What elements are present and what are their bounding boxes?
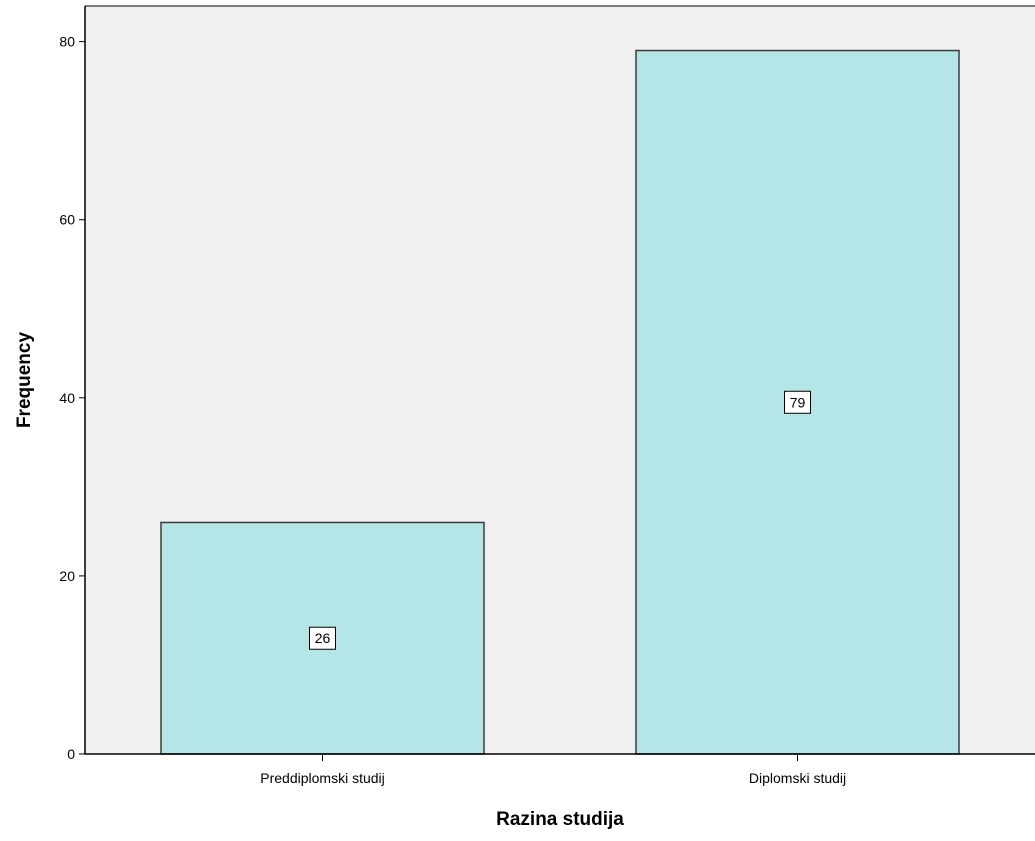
data-labels-layer: 26 79 bbox=[309, 390, 811, 650]
data-label: 79 bbox=[790, 394, 806, 410]
y-tick-label: 20 bbox=[59, 568, 75, 584]
y-tick-label: 60 bbox=[59, 212, 75, 228]
x-ticks-layer: Preddiplomski studij Diplomski studij bbox=[260, 754, 846, 786]
x-tick-label: Diplomski studij bbox=[749, 770, 846, 786]
x-axis-title: Razina studija bbox=[496, 809, 624, 830]
y-tick-label: 0 bbox=[67, 746, 75, 762]
y-ticks-layer: 0 20 40 60 80 bbox=[59, 34, 85, 762]
x-tick-label: Preddiplomski studij bbox=[260, 770, 385, 786]
y-axis-title: Frequency bbox=[14, 332, 35, 429]
y-tick-label: 80 bbox=[59, 34, 75, 50]
data-label: 26 bbox=[315, 630, 331, 646]
data-label-box bbox=[784, 390, 811, 414]
data-label-box bbox=[309, 626, 336, 650]
y-tick-label: 40 bbox=[59, 390, 75, 406]
